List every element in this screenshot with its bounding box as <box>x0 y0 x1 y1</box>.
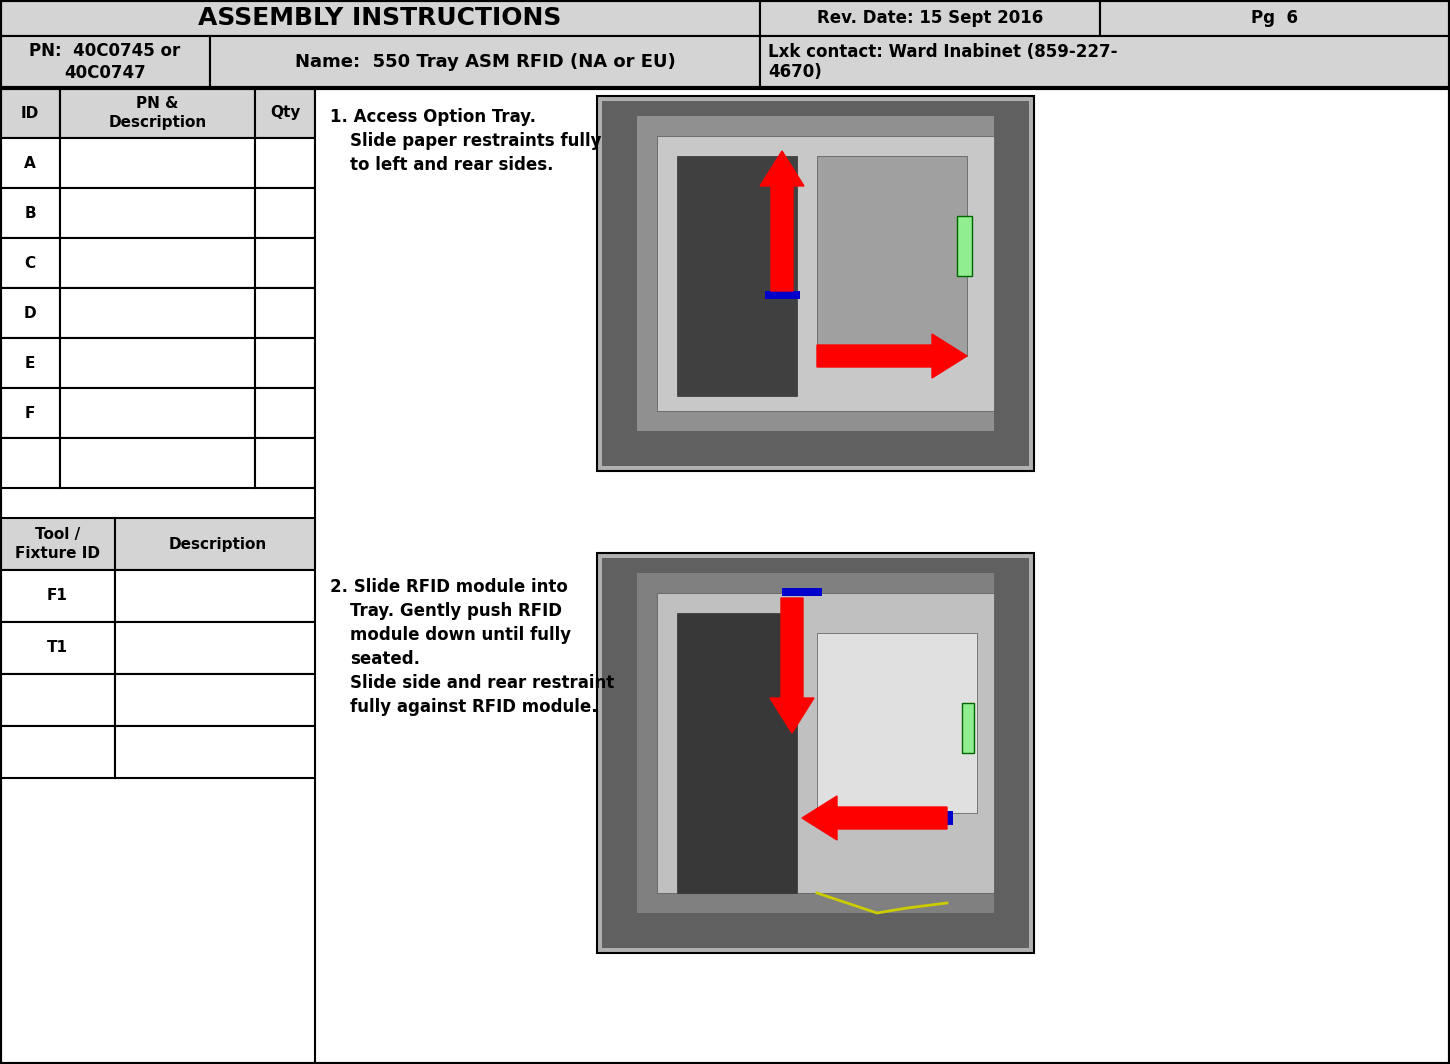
Bar <box>602 558 1030 948</box>
Bar <box>59 438 255 488</box>
Bar <box>0 622 115 674</box>
Bar <box>255 188 315 238</box>
Bar <box>59 188 255 238</box>
Bar <box>0 388 59 438</box>
Bar <box>0 0 760 36</box>
Bar <box>0 36 210 88</box>
Bar <box>637 116 995 431</box>
Bar <box>255 288 315 338</box>
Text: PN:  40C0745 or
40C0747: PN: 40C0745 or 40C0747 <box>29 41 181 82</box>
Bar <box>816 633 977 813</box>
Bar <box>1101 0 1450 36</box>
Text: A: A <box>25 155 36 170</box>
Bar <box>255 438 315 488</box>
Text: D: D <box>23 305 36 320</box>
Bar <box>0 0 1450 36</box>
Bar <box>816 156 967 356</box>
Text: module down until fully: module down until fully <box>349 626 571 644</box>
Text: F1: F1 <box>46 588 68 603</box>
Bar <box>782 588 822 596</box>
Bar <box>0 338 59 388</box>
Bar <box>0 438 59 488</box>
Bar <box>255 88 315 138</box>
Bar <box>59 88 255 138</box>
Bar <box>255 238 315 288</box>
Bar <box>315 88 1450 1064</box>
FancyArrow shape <box>760 151 803 290</box>
Text: C: C <box>25 255 36 270</box>
Text: PN &
Description: PN & Description <box>109 96 206 130</box>
Bar <box>677 613 798 893</box>
Text: Lxk contact: Ward Inabinet (859-227-
4670): Lxk contact: Ward Inabinet (859-227- 467… <box>768 43 1118 82</box>
Bar <box>59 288 255 338</box>
Bar <box>760 0 1101 36</box>
Bar <box>0 674 115 726</box>
Bar <box>255 138 315 188</box>
Bar <box>0 88 59 138</box>
Text: Pg  6: Pg 6 <box>1251 9 1299 27</box>
Bar <box>816 348 825 364</box>
Text: T1: T1 <box>46 641 68 655</box>
Bar <box>597 553 1034 953</box>
Bar <box>255 388 315 438</box>
FancyArrow shape <box>770 598 813 733</box>
Bar <box>59 338 255 388</box>
Text: Name:  550 Tray ASM RFID (NA or EU): Name: 550 Tray ASM RFID (NA or EU) <box>294 53 676 71</box>
Bar <box>210 36 760 88</box>
Bar <box>59 388 255 438</box>
Bar <box>637 573 995 913</box>
Bar <box>945 811 953 825</box>
Text: ID: ID <box>20 105 39 120</box>
Bar <box>760 36 1450 88</box>
Text: B: B <box>25 205 36 220</box>
Bar <box>602 101 1030 466</box>
Text: 1. Access Option Tray.: 1. Access Option Tray. <box>331 109 536 126</box>
Text: Slide paper restraints fully: Slide paper restraints fully <box>349 132 602 150</box>
Bar <box>0 238 59 288</box>
FancyArrow shape <box>802 796 947 839</box>
Text: Slide side and rear restraint: Slide side and rear restraint <box>349 674 615 692</box>
Text: Rev. Date: 15 Sept 2016: Rev. Date: 15 Sept 2016 <box>816 9 1043 27</box>
Bar <box>0 138 59 188</box>
Bar <box>115 622 320 674</box>
Bar <box>677 156 798 396</box>
Bar <box>657 136 995 411</box>
Text: ASSEMBLY INSTRUCTIONS: ASSEMBLY INSTRUCTIONS <box>199 6 561 30</box>
Bar <box>59 138 255 188</box>
Bar <box>961 703 974 753</box>
Bar <box>766 290 800 299</box>
Text: E: E <box>25 355 35 370</box>
Bar <box>0 188 59 238</box>
Text: 2. Slide RFID module into: 2. Slide RFID module into <box>331 578 568 596</box>
Bar <box>115 726 320 778</box>
Bar <box>115 518 320 570</box>
Bar <box>115 674 320 726</box>
Text: seated.: seated. <box>349 650 420 668</box>
Text: Tray. Gently push RFID: Tray. Gently push RFID <box>349 602 563 620</box>
Text: to left and rear sides.: to left and rear sides. <box>349 156 554 174</box>
FancyArrow shape <box>816 334 967 378</box>
Bar <box>59 238 255 288</box>
Text: Tool /
Fixture ID: Tool / Fixture ID <box>14 527 100 561</box>
Bar <box>115 570 320 622</box>
Text: fully against RFID module.: fully against RFID module. <box>349 698 597 716</box>
Bar <box>657 593 995 893</box>
Bar <box>0 726 115 778</box>
Text: Description: Description <box>168 536 267 551</box>
Bar <box>0 288 59 338</box>
Bar <box>0 570 115 622</box>
Bar <box>597 96 1034 471</box>
Bar <box>957 216 972 276</box>
Bar <box>255 338 315 388</box>
Bar <box>0 518 115 570</box>
Text: Qty: Qty <box>270 105 300 120</box>
Text: F: F <box>25 405 35 420</box>
